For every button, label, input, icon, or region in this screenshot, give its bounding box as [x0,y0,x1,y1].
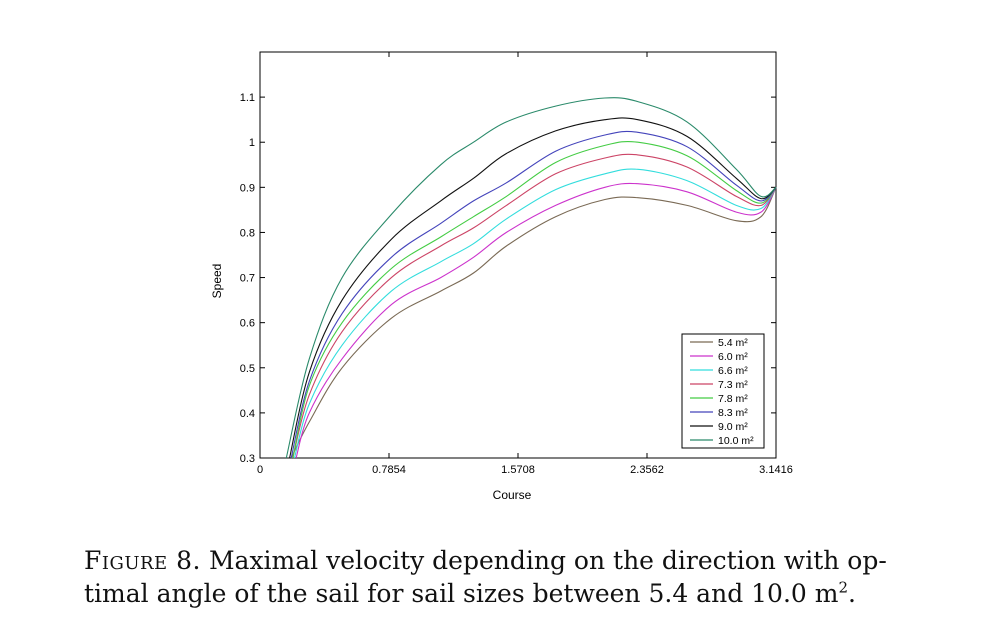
x-tick-label: 3.1416 [759,464,793,476]
figure-label: Figure 8. [84,546,201,575]
legend-label: 8.3 m² [718,407,748,419]
y-tick-label: 0.8 [240,227,255,239]
caption-line1: Maximal velocity depending on the direct… [208,546,887,575]
x-axis-label: Course [493,488,532,502]
y-axis-label: Speed [210,264,224,299]
y-tick-label: 0.5 [240,363,255,375]
y-tick-label: 0.3 [240,453,255,465]
legend: 5.4 m² 6.0 m² 6.6 m² 7.3 m² 7.8 m² 8.3 m² 9.0 … [681,333,765,449]
y-tick-label: 0.6 [240,318,255,330]
legend-label: 6.6 m² [718,365,748,377]
legend-label: 7.3 m² [718,379,748,391]
x-tick-label: 1.5708 [501,464,535,476]
caption-superscript: 2 [838,578,849,597]
x-tick-label: 2.3562 [630,464,664,476]
legend-label: 9.0 m² [718,421,748,433]
axis-ticks: 0 0.7854 1.5708 2.3562 3.1416 0.3 0.4 0.5 0.6 0.7… [240,52,793,476]
x-tick-label: 0.7854 [372,464,406,476]
y-tick-label: 0.9 [240,182,255,194]
y-tick-label: 0.7 [240,273,255,285]
x-tick-label: 0 [257,464,263,476]
legend-label: 5.4 m² [718,337,748,349]
legend-label: 10.0 m² [718,435,754,447]
series-line-4 [292,153,777,459]
series-line-1 [290,187,777,459]
legend-box [681,333,765,449]
series-lines [285,97,777,459]
series-line-3 [293,168,777,459]
legend-label: 7.8 m² [718,393,748,405]
y-tick-label: 0.4 [240,408,255,420]
series-line-5 [292,140,777,459]
y-tick-label: 1.1 [240,92,255,104]
legend-label: 6.0 m² [718,351,748,363]
series-line-7 [289,117,777,459]
caption-suffix: . [848,579,856,608]
series-line-2 [295,182,777,459]
figure-caption: Figure 8. Maximal velocity depending on … [84,544,964,610]
series-line-6 [290,130,777,459]
series-line-8 [285,97,777,459]
y-tick-label: 1 [249,137,255,149]
caption-line2: timal angle of the sail for sail sizes b… [84,579,839,608]
